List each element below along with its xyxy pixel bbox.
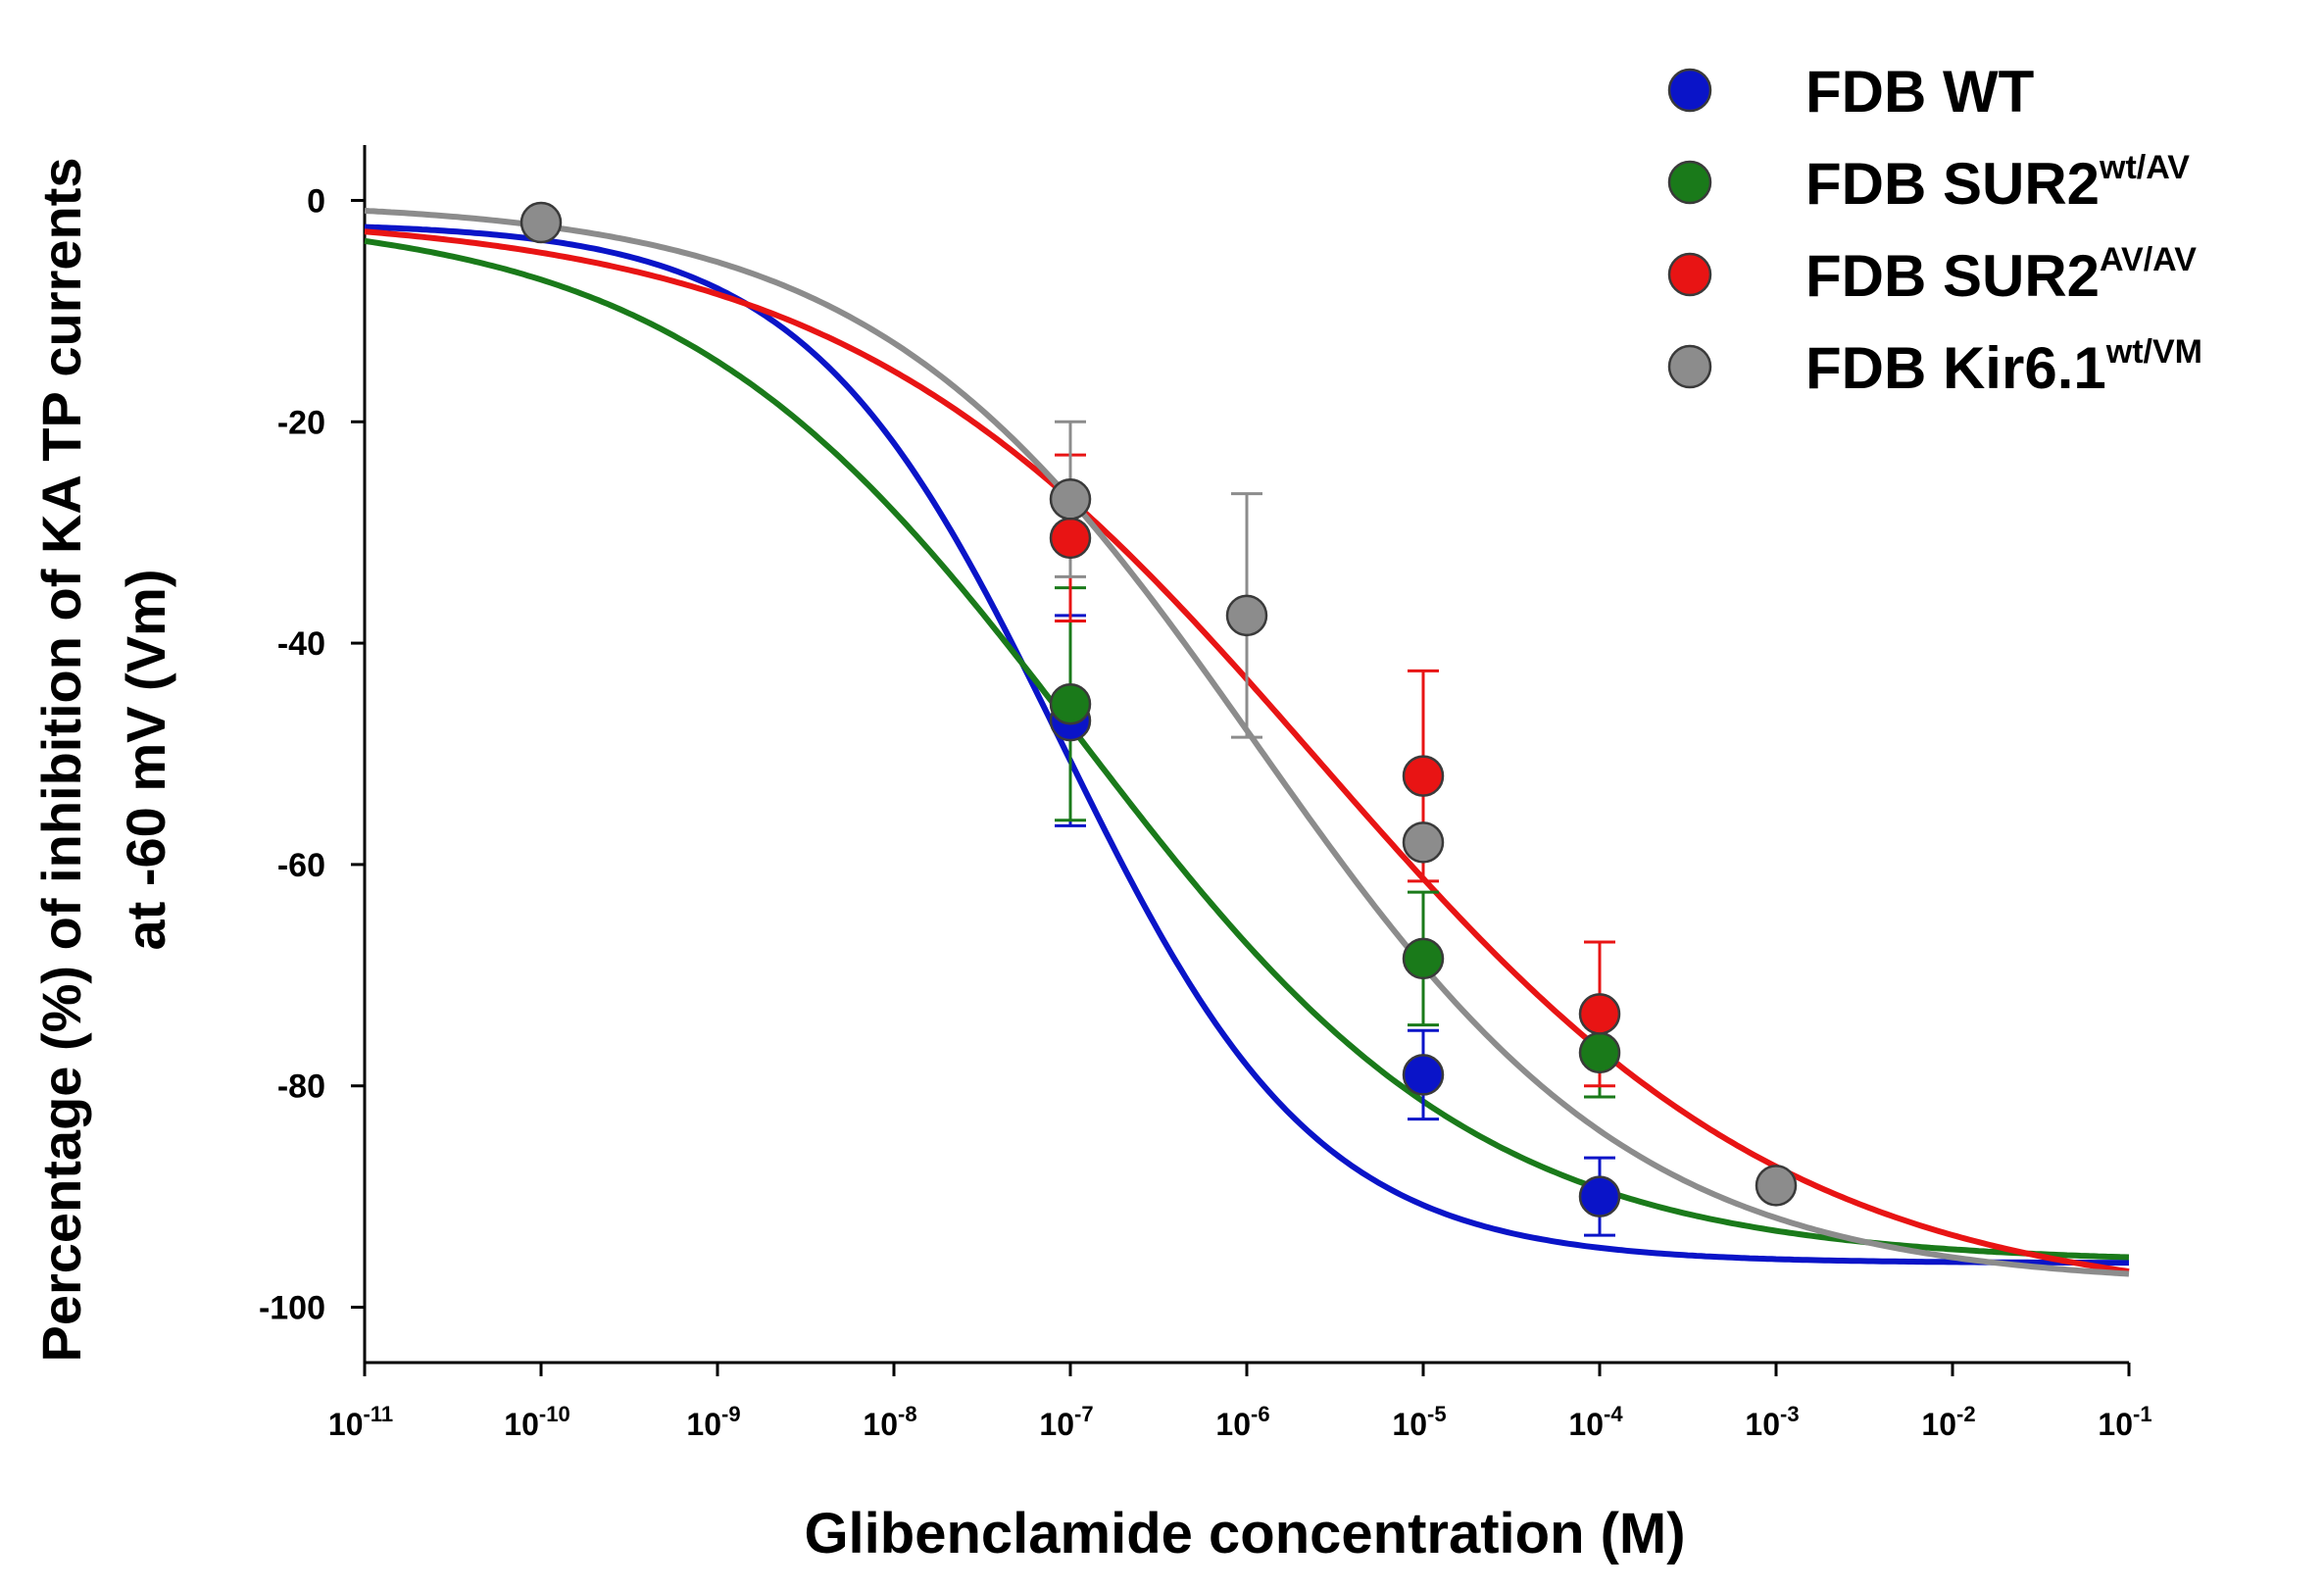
x-tick-base: 10 <box>686 1407 721 1442</box>
x-tick-base: 10 <box>1392 1407 1427 1442</box>
x-tick-label: 10-8 <box>863 1402 916 1442</box>
data-point <box>519 201 563 244</box>
data-points <box>519 201 1798 1217</box>
data-point <box>1402 1054 1445 1096</box>
x-axis-title: Glibenclamide concentration (M) <box>804 1502 1685 1565</box>
legend-marker <box>1667 344 1712 389</box>
data-point <box>1402 821 1445 864</box>
fit-curve-fdb-sur2wt-av <box>364 237 2130 1261</box>
x-tick-label: 10-3 <box>1745 1402 1799 1442</box>
x-tick-exponent: -9 <box>721 1402 741 1426</box>
x-ticks: 10-11 10-10 10-9 10-8 10-7 10-6 10-5 10-4 10-3 10… <box>328 1363 2152 1442</box>
legend-label-base: FDB SUR2 <box>1805 243 2100 309</box>
x-tick-label: 10-10 <box>504 1402 569 1442</box>
legend-marker <box>1667 160 1712 205</box>
legend-label: FDB SUR2AV/AV <box>1805 241 2197 309</box>
data-point <box>1402 755 1445 797</box>
x-tick-base: 10 <box>2098 1407 2133 1442</box>
x-tick-base: 10 <box>328 1407 364 1442</box>
legend-label-superscript: wt/VM <box>2105 333 2202 371</box>
data-point <box>1049 682 1092 725</box>
y-ticks: 0 -20 -40 -60 -80 -100 <box>259 182 365 1327</box>
x-tick-label: 10-2 <box>1921 1402 1975 1442</box>
x-tick-exponent: -11 <box>364 1402 394 1426</box>
legend-label-base: FDB SUR2 <box>1805 151 2100 217</box>
data-point <box>1578 993 1621 1035</box>
x-tick-exponent: -7 <box>1074 1402 1094 1426</box>
error-bars <box>1055 420 1615 1237</box>
data-point <box>1402 937 1445 980</box>
x-tick-base: 10 <box>1745 1407 1780 1442</box>
data-point <box>1225 594 1268 637</box>
data-point <box>1049 517 1092 560</box>
x-tick-base: 10 <box>1215 1407 1251 1442</box>
legend-marker <box>1667 252 1712 297</box>
data-point <box>1578 1175 1621 1217</box>
y-axis-title-line2: at -60 mV (Vm) <box>115 570 176 951</box>
legend-label-base: FDB Kir6.1 <box>1805 335 2106 401</box>
x-tick-base: 10 <box>1039 1407 1074 1442</box>
x-tick-exponent: -3 <box>1780 1402 1800 1426</box>
x-tick-exponent: -1 <box>2133 1402 2152 1426</box>
legend-label-superscript: wt/AV <box>2099 149 2190 186</box>
legend-label-base: FDB WT <box>1805 59 2034 124</box>
y-tick-label: -100 <box>259 1290 325 1327</box>
x-tick-exponent: -6 <box>1251 1402 1270 1426</box>
y-axis-title-line1: Percentage (%) of inhibition of KA TP cu… <box>30 158 92 1363</box>
x-tick-base: 10 <box>1568 1407 1604 1442</box>
x-tick-exponent: -8 <box>898 1402 917 1426</box>
y-tick-label: -20 <box>277 404 325 441</box>
fit-curve-fdb-wt <box>364 224 2129 1267</box>
data-point <box>1578 1031 1621 1074</box>
legend-marker <box>1667 68 1712 113</box>
legend-label: FDB SUR2wt/AV <box>1805 149 2190 217</box>
x-tick-label: 10-5 <box>1392 1402 1446 1442</box>
x-tick-label: 10-9 <box>686 1402 740 1442</box>
x-tick-exponent: -10 <box>539 1402 570 1426</box>
y-tick-label: -60 <box>277 847 325 884</box>
x-tick-exponent: -4 <box>1604 1402 1623 1426</box>
y-tick-label: -40 <box>277 625 325 663</box>
data-point <box>1049 478 1092 521</box>
x-tick-exponent: -5 <box>1427 1402 1447 1426</box>
y-tick-label: 0 <box>307 182 325 220</box>
legend-label: FDB WT <box>1805 59 2034 124</box>
x-tick-label: 10-4 <box>1568 1402 1623 1442</box>
legend-label: FDB Kir6.1wt/VM <box>1805 333 2202 401</box>
x-tick-label: 10-11 <box>328 1402 393 1442</box>
x-tick-base: 10 <box>863 1407 898 1442</box>
x-tick-base: 10 <box>1921 1407 1956 1442</box>
x-tick-label: 10-6 <box>1215 1402 1269 1442</box>
y-tick-label: -80 <box>277 1068 325 1106</box>
data-point <box>1755 1165 1798 1207</box>
axes: 0-20-40-60-80-100 10-11 10-10 10-9 10-8 10-7… <box>259 145 2152 1442</box>
x-tick-exponent: -2 <box>1956 1402 1976 1426</box>
x-tick-label: 10-1 <box>2098 1402 2151 1442</box>
legend-label-superscript: AV/AV <box>2100 241 2197 278</box>
x-tick-label: 10-7 <box>1039 1402 1093 1442</box>
x-tick-base: 10 <box>504 1407 539 1442</box>
